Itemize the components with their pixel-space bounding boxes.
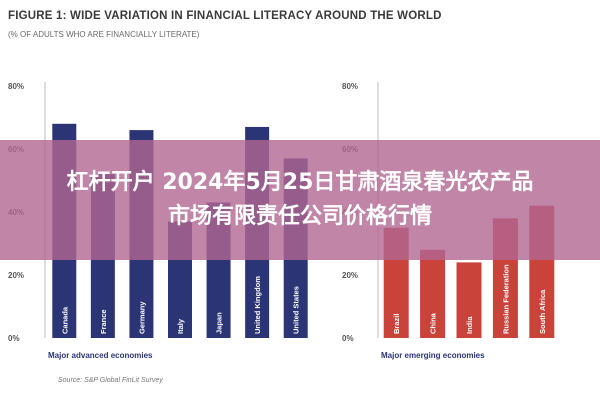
group-label: Major emerging economies — [381, 351, 485, 360]
bar — [420, 249, 446, 338]
bar-category-label: South Africa — [538, 289, 547, 334]
y-tick-label: 20% — [8, 271, 24, 280]
y-tick-label: 80% — [342, 82, 358, 91]
bar — [456, 262, 482, 338]
bar-category-label: Italy — [176, 318, 185, 334]
bar-category-label: Japan — [215, 312, 224, 334]
source-note: Source: S&P Global FinLit Survey — [58, 377, 163, 384]
bar-category-label: China — [429, 312, 438, 334]
bar-category-label: Canada — [60, 306, 69, 334]
y-tick-label: 0% — [8, 334, 20, 343]
bar-category-label: United States — [292, 286, 301, 334]
chart-subtitle: (% OF ADULTS WHO ARE FINANCIALLY LITERAT… — [8, 30, 200, 39]
y-tick-label: 0% — [342, 334, 354, 343]
bar-category-label: Brazil — [392, 314, 401, 334]
group-label: Major advanced economies — [48, 351, 153, 360]
bar-category-label: Russian Federation — [501, 264, 510, 334]
banner-line-1: 杠杆开户 2024年5月25日甘肃酒泉春光农产品 — [66, 170, 534, 195]
banner-overlay: 杠杆开户 2024年5月25日甘肃酒泉春光农产品 市场有限责任公司价格行情 — [0, 140, 600, 260]
chart-title: FIGURE 1: WIDE VARIATION IN FINANCIAL LI… — [8, 10, 442, 22]
y-tick-label: 20% — [342, 271, 358, 280]
bar-category-label: India — [465, 316, 474, 334]
bar-category-label: France — [99, 309, 108, 334]
y-tick-label: 80% — [8, 82, 24, 91]
bar-category-label: United Kingdom — [253, 276, 262, 334]
banner-line-2: 市场有限责任公司价格行情 — [167, 204, 432, 229]
bar-category-label: Germany — [137, 301, 146, 334]
